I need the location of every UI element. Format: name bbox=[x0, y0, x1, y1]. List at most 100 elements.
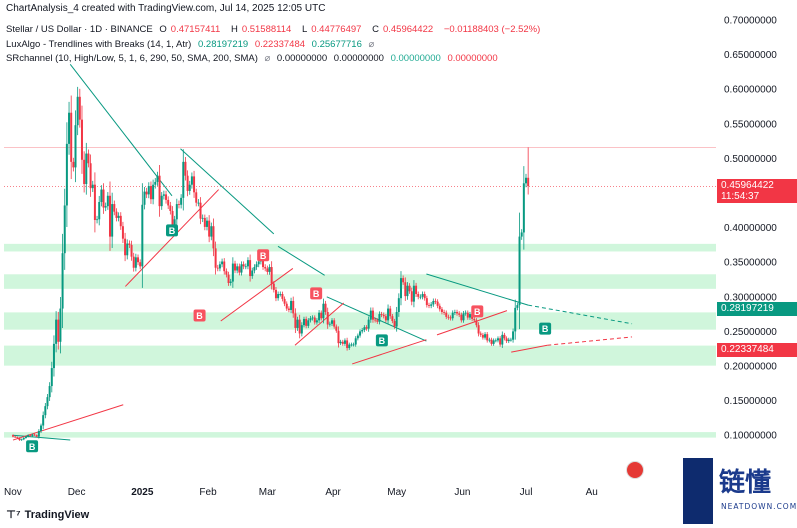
srchannel-legend[interactable]: SRchannel (10, High/Low, 5, 1, 6, 290, 5… bbox=[6, 53, 502, 64]
price-axis-label: 0.35000000 bbox=[724, 258, 777, 269]
candle-body bbox=[395, 312, 398, 327]
candle-body bbox=[365, 327, 368, 329]
luxalgo-legend[interactable]: LuxAlgo - Trendlines with Breaks (14, 1,… bbox=[6, 39, 378, 50]
tradingview-icon: ⊤⁷ bbox=[6, 509, 21, 521]
candle-body bbox=[78, 96, 81, 120]
time-axis-label: Dec bbox=[68, 487, 86, 498]
candle-body bbox=[352, 344, 355, 346]
break-marker-badge bbox=[310, 287, 323, 300]
break-marker: B bbox=[166, 224, 178, 237]
candle-body bbox=[266, 268, 269, 272]
candle-body bbox=[423, 294, 426, 299]
candle-body bbox=[42, 415, 45, 426]
candle-body bbox=[68, 112, 71, 144]
candle-body bbox=[509, 339, 512, 341]
candle-body bbox=[468, 314, 471, 318]
candle-body bbox=[503, 334, 506, 339]
trendlines bbox=[12, 63, 633, 441]
candle-body bbox=[117, 215, 120, 218]
candle-body bbox=[376, 320, 379, 322]
candle-body bbox=[484, 334, 487, 338]
break-marker-label: B bbox=[313, 289, 320, 299]
watermark-subtitle: NEATDOWN.COM bbox=[721, 502, 797, 511]
candle-body bbox=[210, 226, 213, 237]
ohlc-low-label: L bbox=[301, 24, 308, 35]
price-axis-label: 0.50000000 bbox=[724, 154, 777, 165]
time-axis-label: Nov bbox=[4, 487, 22, 498]
break-marker: B bbox=[471, 305, 484, 318]
candle-body bbox=[50, 368, 53, 387]
candle-body bbox=[195, 192, 198, 203]
candle-body bbox=[462, 313, 465, 321]
candle-body bbox=[505, 338, 508, 342]
candle-body bbox=[274, 289, 277, 299]
trendline-down bbox=[326, 296, 427, 342]
candle-body bbox=[333, 320, 336, 327]
candle-body bbox=[199, 202, 202, 219]
candle-body bbox=[410, 291, 413, 302]
candle-body bbox=[270, 267, 273, 284]
sr-zone bbox=[4, 312, 716, 330]
candle-body bbox=[16, 437, 19, 439]
candle-body bbox=[59, 308, 62, 342]
candle-body bbox=[55, 319, 58, 344]
candle-body bbox=[167, 199, 170, 206]
time-axis-label: Jul bbox=[520, 487, 533, 498]
candle-body bbox=[234, 263, 237, 271]
lower-trendline-tag: 0.22337484 bbox=[717, 342, 797, 357]
candle-body bbox=[182, 161, 185, 198]
candle-body bbox=[93, 184, 96, 220]
candle-body bbox=[262, 260, 265, 268]
candle-body bbox=[160, 195, 163, 207]
candle-body bbox=[335, 326, 338, 331]
candle-body bbox=[162, 194, 165, 196]
candle-body bbox=[169, 205, 172, 211]
candle-body bbox=[425, 298, 428, 306]
candle-body bbox=[361, 330, 364, 332]
candle-body bbox=[311, 317, 314, 319]
candle-body bbox=[132, 256, 135, 268]
luxalgo-value-3: 0.25677716 bbox=[311, 39, 362, 50]
candle-body bbox=[389, 308, 392, 317]
candle-body bbox=[518, 236, 521, 306]
last-price-value: 0.45964422 bbox=[721, 180, 774, 192]
candle-body bbox=[173, 219, 176, 225]
candle-body bbox=[479, 333, 482, 335]
candle-body bbox=[501, 334, 504, 345]
tradingview-brand: TradingView bbox=[24, 508, 90, 521]
ohlc-low-value: 0.44776497 bbox=[311, 24, 362, 35]
candle-body bbox=[46, 397, 49, 407]
candle-body bbox=[223, 261, 226, 272]
sr-zone bbox=[4, 345, 716, 366]
candle-body bbox=[337, 330, 340, 344]
candle-body bbox=[264, 267, 267, 269]
candle-body bbox=[380, 314, 383, 315]
candle-body bbox=[331, 320, 334, 324]
time-axis-label: Apr bbox=[325, 487, 341, 498]
srchannel-value-3: 0.00000000 bbox=[390, 53, 441, 64]
candle-body bbox=[464, 312, 467, 314]
hide-icon[interactable]: ⌀ bbox=[264, 53, 271, 64]
candle-body bbox=[152, 184, 155, 200]
candle-body bbox=[348, 344, 351, 349]
trendline-up bbox=[352, 339, 427, 365]
us-flag-icon bbox=[626, 461, 644, 479]
candle-body bbox=[460, 314, 463, 321]
hide-icon[interactable]: ⌀ bbox=[368, 39, 375, 50]
time-axis: Nov Dec 2025 Feb Mar Apr May Jun Jul Au bbox=[4, 487, 598, 498]
candle-body bbox=[229, 281, 232, 283]
trendline-up bbox=[511, 344, 548, 353]
candle-body bbox=[326, 312, 329, 325]
candle-body bbox=[451, 312, 454, 319]
upper-trendline-tag: 0.28197219 bbox=[717, 302, 797, 317]
candle-body bbox=[438, 305, 441, 310]
trendline-down bbox=[426, 273, 529, 306]
sr-zone bbox=[4, 243, 716, 252]
tradingview-logo[interactable]: ⊤⁷ TradingView bbox=[6, 508, 90, 522]
candle-body bbox=[268, 267, 271, 272]
candle-body bbox=[87, 153, 90, 164]
candle-body bbox=[89, 163, 92, 189]
candle-body bbox=[175, 204, 178, 220]
candle-body bbox=[108, 195, 111, 237]
